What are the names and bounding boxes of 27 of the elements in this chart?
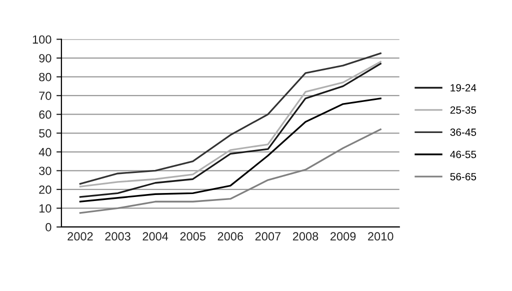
y-tick-label: 100 bbox=[32, 35, 52, 44]
y-tick-label: 20 bbox=[39, 185, 52, 194]
y-tick-label: 90 bbox=[39, 54, 52, 62]
legend-label: 19-24 bbox=[450, 84, 476, 92]
line-series bbox=[79, 128, 382, 214]
x-tick-label: 2009 bbox=[330, 232, 356, 241]
y-tick-label: 80 bbox=[39, 72, 52, 82]
y-tick-label: 10 bbox=[39, 204, 52, 213]
x-tick-label: 2002 bbox=[68, 232, 93, 241]
legend-label: 56-65 bbox=[450, 172, 476, 180]
x-tick-label: 2004 bbox=[142, 232, 168, 241]
y-tick-label: 50 bbox=[39, 129, 52, 138]
x-tick-label: 2007 bbox=[255, 232, 280, 241]
y-tick-label: 60 bbox=[39, 110, 52, 119]
y-tick-label: 0 bbox=[46, 223, 52, 232]
x-tick-label: 2010 bbox=[368, 232, 394, 241]
x-tick-label: 2008 bbox=[292, 232, 318, 241]
legend-label: 25-35 bbox=[450, 106, 476, 114]
y-tick-label: 70 bbox=[39, 92, 52, 100]
legend-label: 46-55 bbox=[450, 150, 476, 158]
legend-label: 36-45 bbox=[450, 128, 476, 136]
x-tick-label: 2003 bbox=[105, 232, 130, 241]
line-series bbox=[79, 98, 382, 202]
y-tick-label: 40 bbox=[38, 148, 52, 156]
x-tick-label: 2005 bbox=[180, 232, 206, 241]
y-tick-label: 30 bbox=[39, 166, 52, 176]
x-tick-label: 2006 bbox=[218, 232, 244, 241]
